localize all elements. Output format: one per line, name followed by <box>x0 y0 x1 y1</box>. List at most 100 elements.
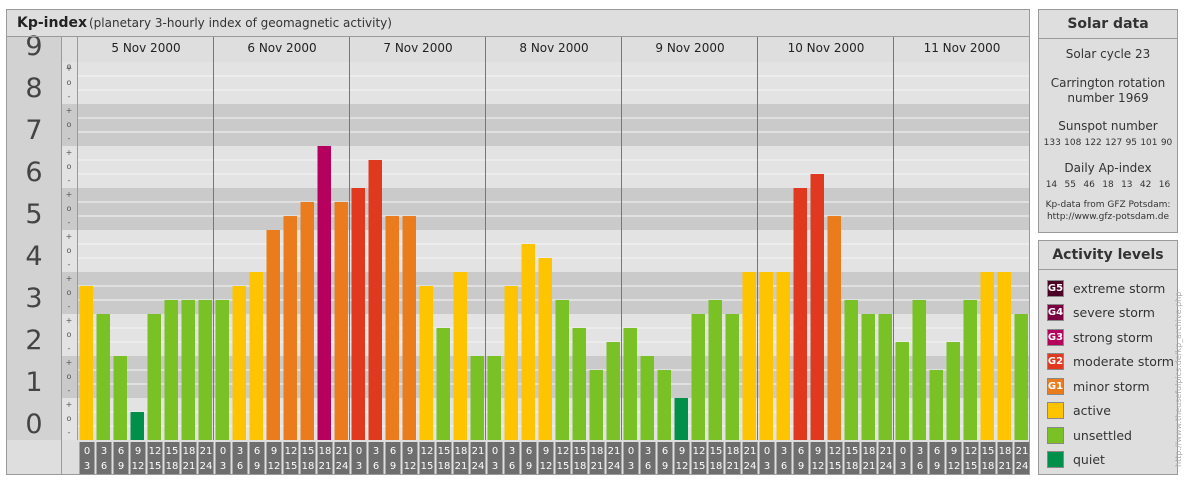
interval-end-label: 18 <box>574 461 587 472</box>
y-minor-tick: - <box>68 218 71 227</box>
kp-bar <box>674 398 688 440</box>
solar-data-panel: Solar data Solar cycle 23 Carrington rot… <box>1038 9 1178 233</box>
interval-start-label: 12 <box>693 446 706 457</box>
interval-start-label: 9 <box>271 446 277 457</box>
kp-bar <box>368 159 382 440</box>
interval-start-label: 15 <box>710 446 723 457</box>
interval-end-label: 6 <box>373 461 379 472</box>
interval-end-label: 18 <box>846 461 859 472</box>
interval-end-label: 18 <box>982 461 995 472</box>
interval-end-label: 6 <box>917 461 923 472</box>
y-minor-tick: o <box>67 372 72 381</box>
interval-end-label: 3 <box>492 461 498 472</box>
activity-legend: G5 extreme storm G4 severe storm G3 strong st… <box>1039 270 1177 472</box>
interval-start-label: 12 <box>965 446 978 457</box>
interval-start-label: 15 <box>982 446 995 457</box>
interval-start-label: 12 <box>829 446 842 457</box>
kp-bar <box>385 216 399 440</box>
interval-box <box>130 442 146 474</box>
interval-box <box>521 442 537 474</box>
interval-start-label: 3 <box>781 446 787 457</box>
interval-start-label: 0 <box>764 446 770 457</box>
interval-start-label: 15 <box>846 446 859 457</box>
activity-levels-title: Activity levels <box>1039 241 1177 270</box>
interval-end-label: 12 <box>812 461 825 472</box>
kp-bar <box>929 369 943 440</box>
sunspot-value: 95 <box>1125 138 1138 148</box>
interval-start-label: 18 <box>863 446 876 457</box>
interval-start-label: 6 <box>118 446 124 457</box>
kp-bar <box>572 327 586 440</box>
interval-end-label: 12 <box>948 461 961 472</box>
interval-end-label: 15 <box>421 461 434 472</box>
interval-box <box>997 442 1013 474</box>
interval-box <box>572 442 588 474</box>
kp-bar <box>181 300 195 440</box>
interval-box <box>963 442 979 474</box>
day-label: 11 Nov 2000 <box>924 41 1001 55</box>
interval-start-label: 3 <box>373 446 379 457</box>
interval-box <box>725 442 741 474</box>
y-tick-label: 7 <box>25 115 42 146</box>
y-minor-tick: + <box>66 232 73 241</box>
interval-start-label: 18 <box>727 446 740 457</box>
day-label: 7 Nov 2000 <box>383 41 452 55</box>
interval-end-label: 24 <box>608 461 621 472</box>
interval-start-label: 18 <box>455 446 468 457</box>
kp-band <box>7 230 1029 272</box>
interval-end-label: 21 <box>727 461 740 472</box>
y-minor-tick: + <box>66 148 73 157</box>
interval-start-label: 21 <box>336 446 349 457</box>
interval-box <box>674 442 690 474</box>
interval-start-label: 21 <box>744 446 757 457</box>
y-tick-label: 2 <box>25 325 42 356</box>
interval-box <box>198 442 214 474</box>
interval-box <box>861 442 877 474</box>
interval-start-label: 3 <box>917 446 923 457</box>
interval-start-label: 12 <box>149 446 162 457</box>
y-minor-tick: + <box>66 400 73 409</box>
y-minor-tick: - <box>68 344 71 353</box>
interval-end-label: 3 <box>356 461 362 472</box>
day-header-row <box>61 37 1029 62</box>
interval-box <box>385 442 401 474</box>
y-minor-tick: o <box>67 62 72 71</box>
kp-band <box>7 146 1029 188</box>
interval-box <box>929 442 945 474</box>
day-label: 9 Nov 2000 <box>655 41 724 55</box>
interval-box <box>283 442 299 474</box>
kp-bar <box>79 285 93 440</box>
ap-index-value: 13 <box>1121 180 1133 190</box>
kp-band <box>7 188 1029 230</box>
interval-box <box>453 442 469 474</box>
interval-end-label: 21 <box>183 461 196 472</box>
kp-bar <box>249 272 263 440</box>
interval-box <box>232 442 248 474</box>
interval-start-label: 21 <box>472 446 485 457</box>
y-minor-tick: o <box>67 414 72 423</box>
kp-bar <box>555 300 569 440</box>
legend-label: active <box>1073 403 1111 419</box>
day-label: 6 Nov 2000 <box>247 41 316 55</box>
solar-data-title: Solar data <box>1039 10 1177 39</box>
y-minor-tick: - <box>68 176 71 185</box>
interval-end-label: 6 <box>237 461 243 472</box>
interval-start-label: 6 <box>254 446 260 457</box>
y-tick-label: 9 <box>25 31 42 62</box>
kp-bar <box>725 314 739 440</box>
legend-swatch: G3 <box>1047 328 1064 346</box>
interval-box <box>334 442 350 474</box>
interval-start-label: 0 <box>900 446 906 457</box>
interval-start-label: 18 <box>319 446 332 457</box>
legend-item: G5 extreme storm <box>1039 276 1177 301</box>
y-tick-label: 5 <box>25 199 42 230</box>
y-minor-tick: - <box>68 92 71 101</box>
y-minor-tick: + <box>66 64 73 73</box>
interval-end-label: 24 <box>1016 461 1029 472</box>
kp-bar <box>878 314 892 440</box>
kp-bar <box>419 285 433 440</box>
y-minor-tick: - <box>68 428 71 437</box>
interval-box <box>538 442 554 474</box>
interval-end-label: 24 <box>880 461 893 472</box>
ap-index-value: 55 <box>1064 180 1076 190</box>
